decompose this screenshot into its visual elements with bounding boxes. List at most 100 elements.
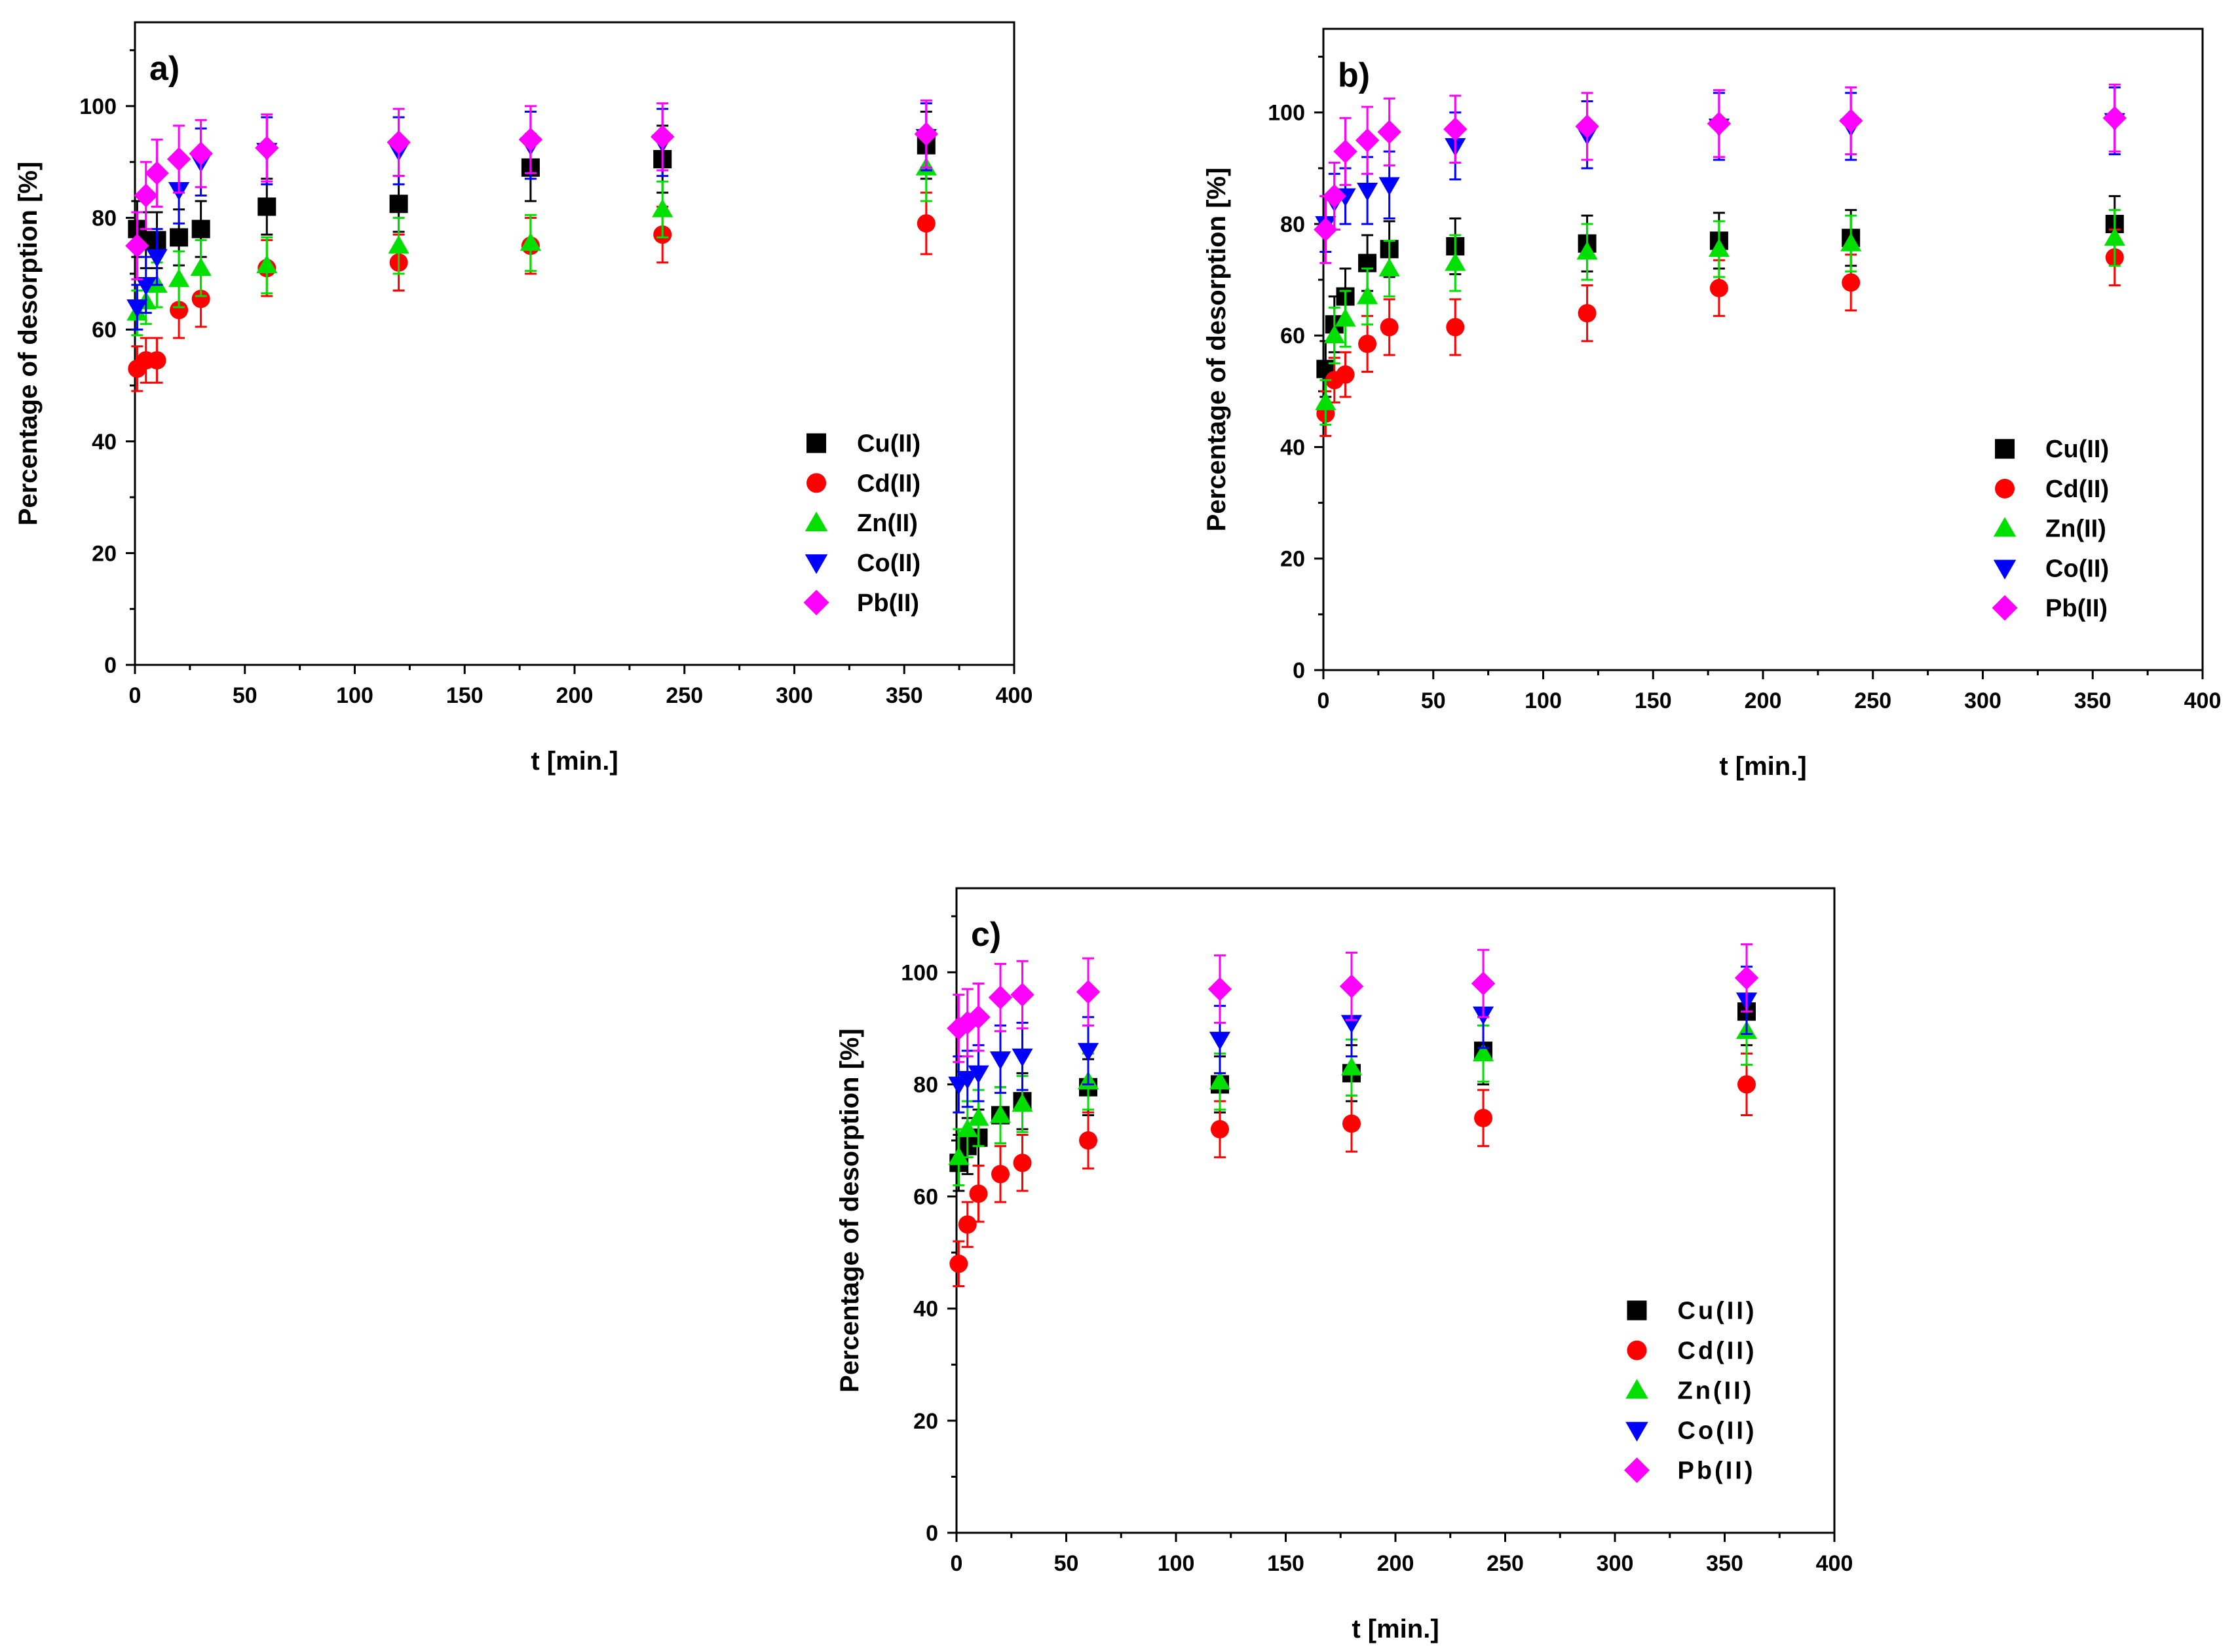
panel-a-series-pb-ii-point (145, 161, 169, 185)
panel-b-series-pb-ii-point (1355, 128, 1380, 153)
panel-c-series-pb-ii-point (947, 1016, 971, 1041)
panel-a-ytick-label: 60 (92, 318, 117, 343)
panel-a-xtick-label: 200 (556, 683, 594, 708)
panel-a-series-co-ii-point (135, 277, 157, 296)
panel-c-series-cd-ii-point (958, 1215, 977, 1234)
panel-b-legend-label-co-ii: Co(II) (2045, 555, 2109, 582)
panel-a-legend-marker-zn-ii (805, 511, 828, 531)
panel-b-legend-marker-zn-ii (1993, 517, 2017, 537)
panel-a-series-pb-ii-point (914, 122, 938, 146)
panel-a-legend-marker-co-ii (805, 554, 828, 574)
panel-a-series-cu-ii-point (191, 219, 210, 238)
panel-a-panel-label: a) (149, 50, 180, 88)
panel-c-series-pb-ii (947, 943, 1759, 1063)
panel-c-series-cd-ii-point (1342, 1114, 1361, 1133)
panel-b-series-cd-ii-point (1446, 318, 1465, 337)
panel-b-series-pb-ii-point (2102, 106, 2127, 130)
panel-c-series-zn-ii-point (1012, 1093, 1033, 1112)
panel-b-series-pb-ii-point (1443, 117, 1468, 141)
panel-b-series-co-ii (1315, 86, 2125, 253)
panel-a-series-zn-ii-point (168, 269, 190, 288)
panel-b-ytick-label: 100 (1268, 101, 1305, 126)
panel-a-xtick-label: 0 (129, 683, 142, 708)
panel-b-legend-label-pb-ii: Pb(II) (2045, 595, 2108, 622)
panel-c-series-cd-ii-point (991, 1165, 1010, 1184)
panel-b-series-pb-ii-point (1314, 217, 1338, 242)
panel-c-ytick-label: 0 (926, 1521, 938, 1546)
panel-a-ytick-label: 0 (104, 653, 117, 678)
panel-a-legend-label-co-ii: Co(II) (857, 550, 920, 577)
panel-c-xtick-label: 400 (1816, 1551, 1853, 1576)
panel-c-xtick-label: 300 (1597, 1551, 1634, 1576)
panel-b: 0 50 100 150 200 250 300 350 400 0 20 40 60 80 100 t [m… (1202, 28, 2221, 781)
panel-b-legend-label-cd-ii: Cd(II) (2045, 476, 2109, 503)
panel-a-ytick-label: 40 (92, 430, 117, 455)
panel-b-legend-marker-cu-ii (1995, 439, 2015, 459)
panel-c-series-cd-ii-point (969, 1184, 988, 1203)
panel-c-series-pb-ii-point (1207, 977, 1232, 1002)
panel-b-legend-label-zn-ii: Zn(II) (2045, 516, 2106, 543)
panel-c-series-cu-ii (949, 977, 1756, 1192)
panel-c-ytick-label: 60 (913, 1185, 938, 1210)
panel-b-series-cd-ii-point (1358, 334, 1377, 353)
panel-a-series-pb-ii-point (125, 234, 149, 258)
panel-c-series-zn-ii-point (989, 1104, 1012, 1123)
panel-a-series-cd-ii-point (170, 301, 189, 320)
panel-b-series-zn-ii-point (1445, 252, 1466, 271)
panel-c-ytick-label: 20 (913, 1409, 938, 1434)
panel-b-legend-marker-cd-ii (1995, 478, 2015, 498)
panel-c-xtick-label: 50 (1054, 1551, 1079, 1576)
panel-a-series-pb-ii-point (255, 136, 279, 160)
panel-b-series-cd-ii (1316, 228, 2124, 437)
panel-a-series-cu-ii-point (389, 195, 408, 214)
panel-a-xtick-label: 150 (446, 683, 483, 708)
panel-c-legend-label-cu-ii: Cu(II) (1678, 1298, 1757, 1325)
panel-c-series-cd-ii (949, 1052, 1756, 1288)
panel-a-series-pb-ii (125, 99, 938, 280)
panel-b-series-cd-ii-point (1380, 318, 1399, 337)
panel-a-series-zn-ii-point (652, 198, 673, 217)
panel-a-ytick-label: 80 (92, 206, 117, 231)
panel-b-series-zn-ii-point (1335, 308, 1356, 327)
panel-b-series-pb-ii-point (1322, 184, 1346, 208)
panel-b-series-cd-ii-point (1842, 273, 1861, 292)
panel-c-series-cd-ii-point (1079, 1131, 1097, 1150)
panel-c-series-zn-ii-point (968, 1107, 989, 1126)
panel-a-series-zn-ii-point (388, 235, 409, 254)
panel-a-series-cd-ii (128, 191, 936, 392)
panel-a-legend-marker-pb-ii (803, 590, 829, 616)
panel-c-series-cd-ii-point (949, 1254, 968, 1273)
panel-c-series-co-ii-point (1209, 1032, 1231, 1051)
panel-b-ytick-label: 80 (1280, 212, 1305, 237)
panel-a-series-pb-ii-point (651, 124, 675, 149)
panel-a-series-pb-ii-point (134, 183, 158, 208)
panel-b-series-pb-ii-point (1377, 120, 1401, 144)
panel-b-series-pb-ii (1314, 83, 2127, 265)
panel-c-series-pb-ii-point (1010, 983, 1034, 1007)
panel-c-legend-label-pb-ii: Pb(II) (1678, 1457, 1756, 1485)
panel-a-xtick-label: 250 (666, 683, 703, 708)
panel-c-legend-marker-co-ii (1625, 1421, 1648, 1442)
panel-a-series-cd-ii-point (917, 214, 936, 233)
panel-b-series-zn-ii-point (1315, 392, 1336, 411)
panel-a-series-zn-ii-point (190, 257, 212, 276)
panel-b-ytick-label: 60 (1280, 324, 1305, 348)
panel-b-series-pb-ii-point (1333, 140, 1357, 164)
panel-a-series-pb-ii-point (166, 147, 191, 172)
panel-a-series-zn-ii-point (520, 232, 541, 251)
panel-c-series-pb-ii-point (1734, 966, 1759, 990)
panel-c-series-cd-ii-point (1737, 1075, 1756, 1094)
panel-c-ylabel: Percentage of desorption [%] (835, 1028, 864, 1393)
panel-a-xlabel: t [min.] (531, 747, 618, 776)
panel-c-series-pb-ii-point (1471, 971, 1496, 996)
panel-b-series-cd-ii-point (1578, 304, 1597, 323)
panel-c-series-pb-ii-point (1076, 980, 1101, 1004)
panel-c-series-zn-ii-point (948, 1146, 970, 1165)
panel-c-series-pb-ii-point (988, 985, 1013, 1010)
panel-b-ytick-label: 20 (1280, 547, 1305, 572)
panel-a-series-co-ii-point (126, 299, 148, 318)
panel-c-xtick-label: 200 (1377, 1551, 1414, 1576)
panel-a-series-cd-ii-point (191, 290, 210, 309)
panel-c-series-cd-ii-point (1211, 1119, 1229, 1138)
panel-a-series-cu-ii-point (257, 197, 276, 216)
